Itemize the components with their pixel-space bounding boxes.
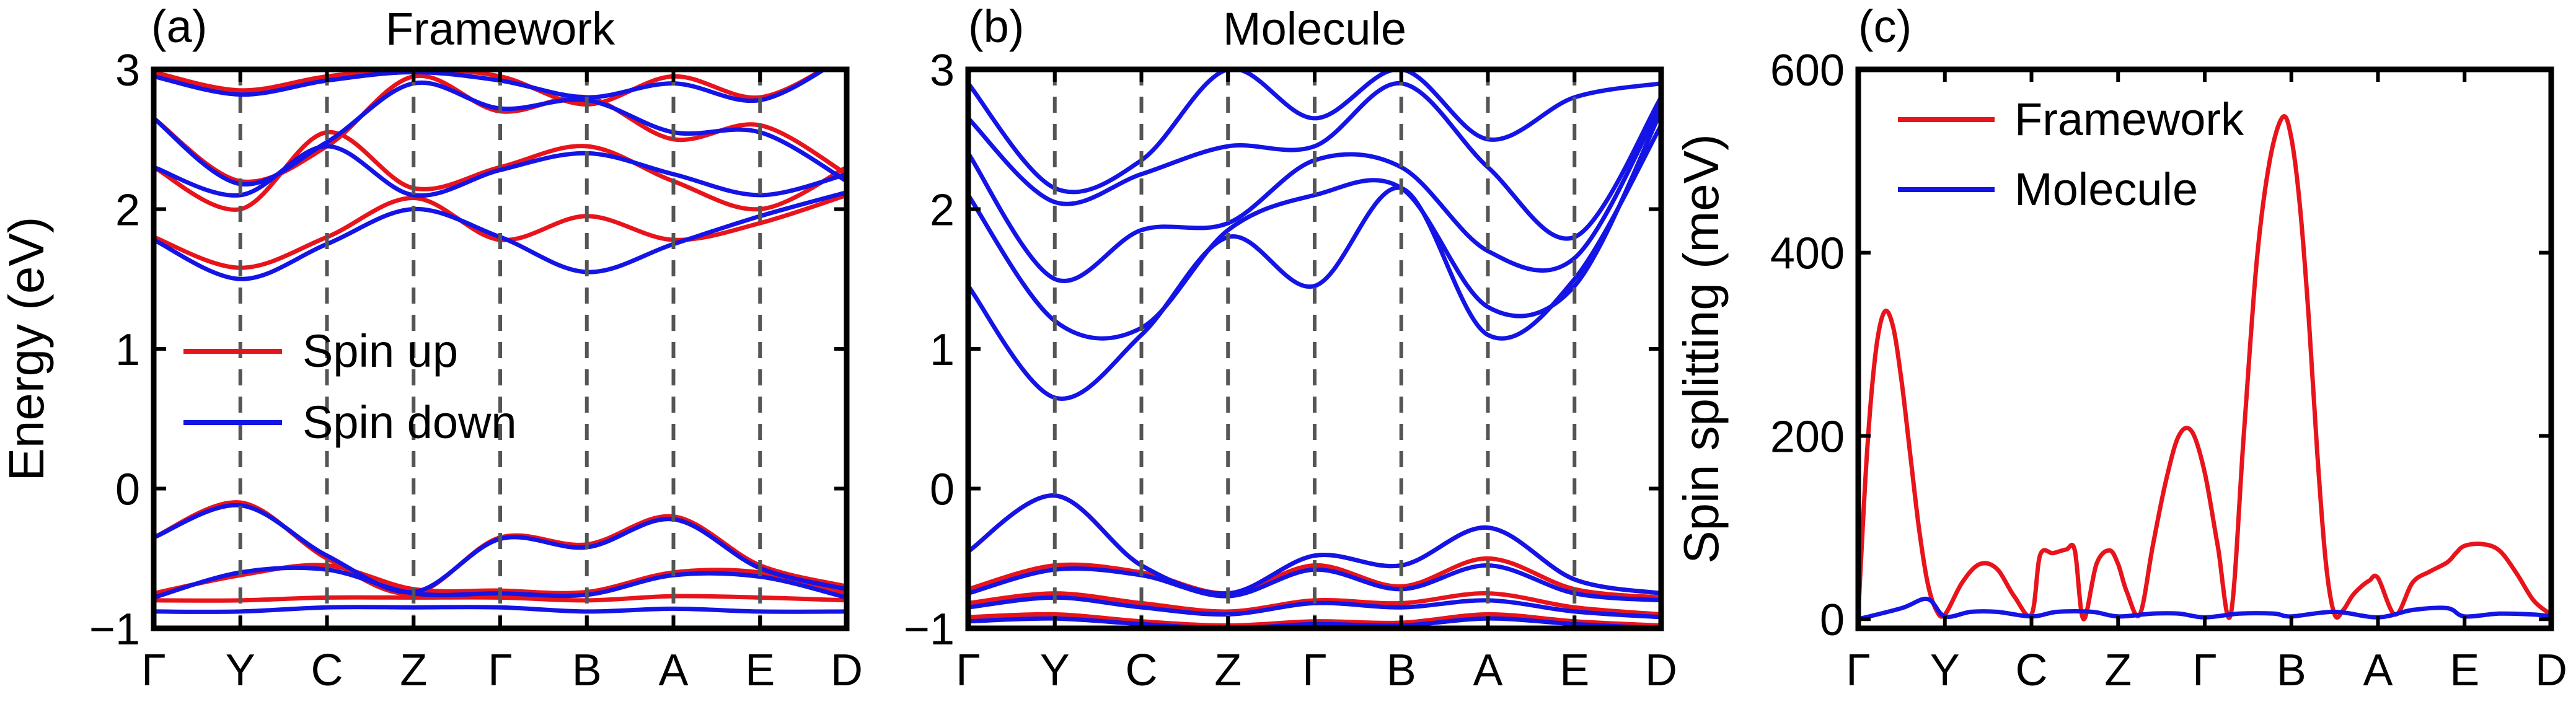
y-tick-label: −1 bbox=[904, 605, 955, 654]
x-tick-label: E bbox=[1559, 646, 1589, 695]
splitting-line bbox=[1858, 596, 2551, 621]
y-tick-label: 600 bbox=[1770, 46, 1845, 95]
x-tick-label: E bbox=[745, 646, 775, 695]
kpath-dashed-lines bbox=[1052, 69, 1577, 628]
band-line bbox=[968, 81, 1661, 241]
x-tick-label: C bbox=[1126, 646, 1158, 695]
x-tick-label: Y bbox=[1040, 646, 1070, 695]
y-tick-label: 2 bbox=[115, 186, 140, 235]
x-tick-label: Γ bbox=[141, 646, 166, 695]
y-tick-label: 400 bbox=[1770, 229, 1845, 279]
plot-frame bbox=[1855, 66, 2554, 631]
x-tick-label: B bbox=[2277, 646, 2306, 695]
series-spin-down bbox=[968, 69, 1661, 628]
legend-label-spin-up: Spin up bbox=[302, 325, 458, 377]
band-line bbox=[154, 144, 847, 198]
x-tick-label: D bbox=[2535, 646, 2567, 695]
x-tick-label: Γ bbox=[2192, 646, 2217, 695]
x-tick-label: Γ bbox=[488, 646, 513, 695]
kpath-dashed-lines bbox=[238, 69, 762, 628]
legend-label-framework: Framework bbox=[2014, 94, 2244, 145]
band-line bbox=[154, 69, 829, 103]
y-tick-label: 0 bbox=[930, 465, 955, 515]
y-tick-label: 1 bbox=[930, 325, 955, 375]
x-tick-label: D bbox=[831, 646, 863, 695]
panel-title: Molecule bbox=[1223, 3, 1406, 55]
series-group bbox=[1858, 114, 2551, 621]
x-tick-label: Y bbox=[226, 646, 255, 695]
panel-a: −1 0 1 2 3 Γ Y C Z Γ B A E D (a) Framework Energy (e… bbox=[0, 1, 863, 695]
panel-label: (b) bbox=[968, 1, 1024, 52]
panel-label: (a) bbox=[151, 1, 207, 52]
y-tick-label: −1 bbox=[89, 605, 140, 654]
y-tick-label: 2 bbox=[930, 186, 955, 235]
band-line bbox=[154, 130, 847, 212]
panel-b: −1 0 1 2 3 Γ Y C Z Γ B A E D (b) Molecule bbox=[904, 1, 1677, 695]
x-tick-label: Z bbox=[400, 646, 427, 695]
y-axis-label: Spin splitting (meV) bbox=[1674, 134, 1729, 564]
legend: Framework Molecule bbox=[1898, 94, 2244, 215]
x-tick-label: A bbox=[658, 646, 688, 695]
y-axis: 0 200 400 600 bbox=[1770, 46, 2551, 645]
x-tick-label: B bbox=[572, 646, 602, 695]
y-tick-label: 1 bbox=[115, 325, 140, 375]
y-axis-label: Energy (eV) bbox=[0, 217, 54, 481]
y-axis: −1 0 1 2 3 bbox=[89, 46, 847, 654]
y-tick-label: 3 bbox=[930, 46, 955, 95]
x-tick-label: C bbox=[2016, 646, 2048, 695]
legend: Spin up Spin down bbox=[183, 325, 517, 448]
band-line bbox=[154, 605, 847, 614]
panel-c: 0 200 400 600 Γ Y C Z Γ B A E D (c) Spin splitting … bbox=[1674, 1, 2567, 695]
x-tick-label: B bbox=[1387, 646, 1416, 695]
x-tick-label: A bbox=[1473, 646, 1502, 695]
band-line bbox=[968, 109, 1661, 341]
series-group bbox=[968, 69, 1661, 628]
y-tick-label: 0 bbox=[1820, 595, 1845, 645]
series-molecule bbox=[1858, 596, 2551, 621]
x-tick-label: Z bbox=[2104, 646, 2132, 695]
y-tick-label: 0 bbox=[115, 465, 140, 515]
legend-label-spin-down: Spin down bbox=[302, 397, 517, 448]
x-tick-label: Γ bbox=[956, 646, 981, 695]
x-tick-label: Γ bbox=[1846, 646, 1871, 695]
legend-label-molecule: Molecule bbox=[2014, 164, 2198, 215]
x-tick-label: E bbox=[2450, 646, 2479, 695]
panel-title: Framework bbox=[386, 3, 615, 55]
x-tick-label: Z bbox=[1214, 646, 1242, 695]
x-tick-label: Y bbox=[1930, 646, 1960, 695]
panel-label: (c) bbox=[1858, 1, 1912, 52]
band-line bbox=[968, 493, 1661, 596]
y-axis: −1 0 1 2 3 bbox=[904, 46, 1661, 654]
band-line bbox=[968, 69, 1661, 195]
x-tick-label: Γ bbox=[1302, 646, 1327, 695]
band-line bbox=[154, 69, 827, 107]
y-tick-label: 3 bbox=[115, 46, 140, 95]
y-tick-label: 200 bbox=[1770, 412, 1845, 462]
x-tick-label: A bbox=[2363, 646, 2393, 695]
x-tick-label: C bbox=[311, 646, 343, 695]
x-tick-label: D bbox=[1645, 646, 1677, 695]
